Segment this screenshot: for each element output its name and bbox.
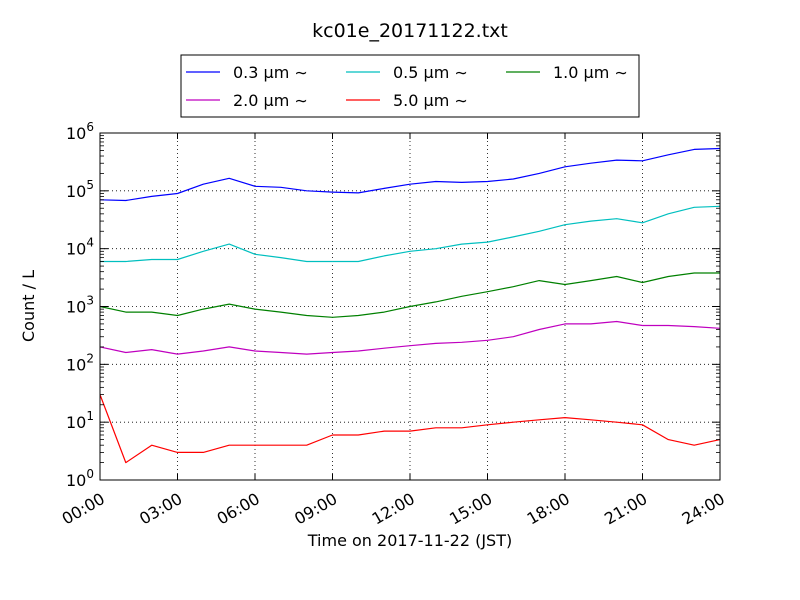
- legend: 0.3 μm ∼ 0.5 μm ∼ 1.0 μm ∼ 2.0 μm ∼ 5.0 μm ∼: [180, 54, 640, 118]
- y-tick-label: 100: [66, 467, 94, 490]
- x-tick-labels: 00:00 03:00 06:00 09:00 12:00 15:00 18:00 21:00…: [59, 489, 728, 529]
- chart-title: kc01e_20171122.txt: [312, 20, 508, 42]
- x-tick-label: 21:00: [601, 489, 650, 529]
- legend-label: 0.3 μm ∼: [233, 63, 308, 82]
- series-line-2: [100, 205, 721, 263]
- series-line-4: [99, 320, 721, 355]
- ticks: [99, 132, 721, 481]
- series-line-1: [99, 147, 721, 202]
- y-axis-title: Count / L: [19, 270, 38, 342]
- x-tick-label: 18:00: [524, 489, 573, 529]
- series-line-5: [99, 394, 721, 464]
- x-tick-label: 12:00: [369, 489, 418, 529]
- y-tick-label: 102: [66, 351, 94, 374]
- series-line-3: [99, 272, 720, 318]
- y-tick-label: 105: [66, 178, 94, 201]
- y-tick-labels: 100 101 102 103 104 105 106: [66, 120, 94, 490]
- legend-box: [180, 54, 640, 118]
- x-tick-label: 24:00: [679, 489, 728, 529]
- x-tick-label: 15:00: [446, 489, 495, 529]
- y-tick-label: 101: [66, 409, 94, 432]
- x-tick-label: 03:00: [136, 489, 185, 529]
- x-tick-label: 09:00: [291, 489, 340, 529]
- legend-label: 1.0 μm ∼: [553, 63, 628, 82]
- legend-label: 5.0 μm ∼: [393, 91, 468, 110]
- y-tick-label: 106: [66, 120, 94, 143]
- x-tick-label: 00:00: [59, 489, 108, 529]
- x-axis-title: Time on 2017-11-22 (JST): [307, 531, 512, 550]
- x-tick-label: 06:00: [214, 489, 263, 529]
- series-group: [99, 147, 721, 464]
- legend-label: 2.0 μm ∼: [233, 91, 308, 110]
- legend-label: 0.5 μm ∼: [393, 63, 468, 82]
- y-tick-label: 104: [66, 236, 94, 259]
- y-tick-label: 103: [66, 294, 94, 317]
